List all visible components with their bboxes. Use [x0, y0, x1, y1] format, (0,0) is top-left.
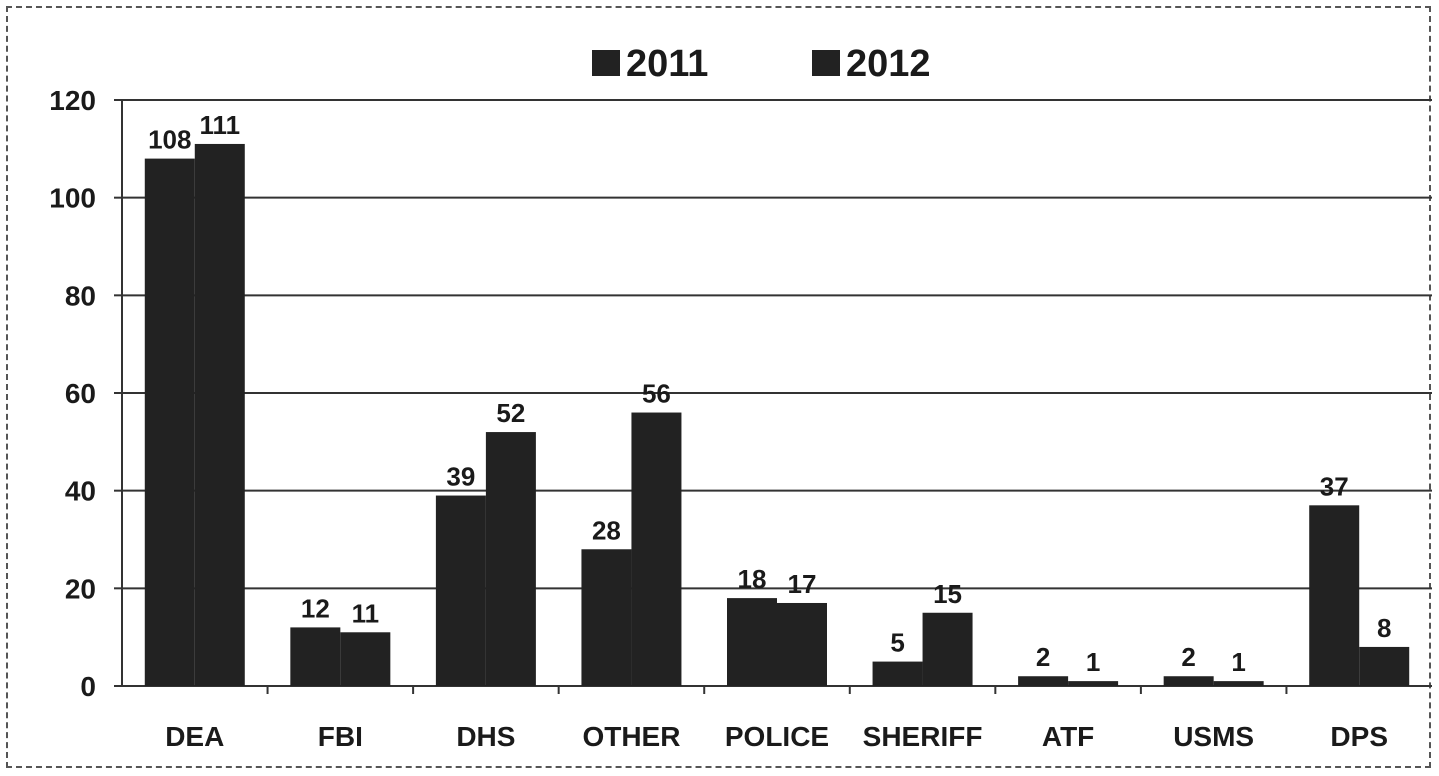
- gridlines: [122, 99, 1432, 590]
- category-label: ATF: [1042, 721, 1094, 752]
- bar-2012-sheriff: [922, 612, 973, 686]
- data-label: 37: [1320, 471, 1349, 501]
- bar-2012-police: [777, 602, 827, 686]
- bar-2011-other: [581, 549, 632, 686]
- bar-2011-dea: [144, 158, 195, 687]
- category-label: FBI: [318, 721, 363, 752]
- bar-2011-fbi: [290, 627, 341, 686]
- legend-swatch-2011: [592, 50, 620, 76]
- data-label: 12: [301, 593, 330, 623]
- bar-2012-other: [631, 412, 682, 686]
- data-label: 111: [200, 110, 241, 140]
- bar-2012-usms: [1213, 681, 1264, 686]
- y-tick-label: 40: [65, 476, 96, 507]
- data-label: 5: [890, 628, 904, 658]
- y-tick-label: 120: [49, 85, 96, 116]
- y-tick-label: 0: [80, 671, 96, 702]
- data-label: 17: [788, 569, 817, 599]
- bar-2011-usms: [1163, 676, 1214, 686]
- y-tick-label: 80: [65, 280, 96, 311]
- data-label: 56: [642, 379, 671, 409]
- y-tick-label: 20: [65, 573, 96, 604]
- bar-2012-fbi: [340, 632, 391, 686]
- legend: 2011 2012: [592, 43, 931, 85]
- y-tick-label: 60: [65, 378, 96, 409]
- bar-2012-atf: [1068, 681, 1119, 686]
- bar-2012-dps: [1359, 646, 1410, 686]
- bar-2012-dea: [194, 143, 245, 686]
- bar-2011-sheriff: [872, 661, 923, 686]
- data-label: 52: [496, 398, 525, 428]
- bar-2012-dhs: [485, 432, 536, 686]
- data-label: 39: [446, 462, 475, 492]
- legend-label-2012: 2012: [846, 43, 931, 85]
- data-label: 1: [1086, 647, 1100, 677]
- category-label: POLICE: [725, 721, 829, 752]
- data-label: 15: [933, 579, 962, 609]
- category-label: OTHER: [582, 721, 680, 752]
- bar-2011-atf: [1018, 676, 1069, 686]
- data-label: 108: [148, 125, 191, 155]
- bar-2011-police: [727, 598, 777, 686]
- data-label: 28: [592, 515, 621, 545]
- data-label: 8: [1377, 613, 1391, 643]
- data-label: 2: [1036, 642, 1050, 672]
- category-label: USMS: [1173, 721, 1254, 752]
- data-label: 11: [352, 598, 380, 628]
- legend-swatch-2012: [812, 50, 840, 76]
- bars: [144, 143, 1410, 687]
- data-label: 18: [738, 564, 767, 594]
- data-label: 1: [1231, 647, 1245, 677]
- legend-label-2011: 2011: [626, 43, 708, 85]
- data-label: 2: [1181, 642, 1195, 672]
- bar-2011-dhs: [435, 495, 486, 686]
- category-label: DHS: [456, 721, 515, 752]
- bar-2011-dps: [1309, 505, 1360, 686]
- y-tick-label: 100: [49, 183, 96, 214]
- category-label: DEA: [165, 721, 224, 752]
- category-label: DPS: [1330, 721, 1388, 752]
- category-label: SHERIFF: [863, 721, 983, 752]
